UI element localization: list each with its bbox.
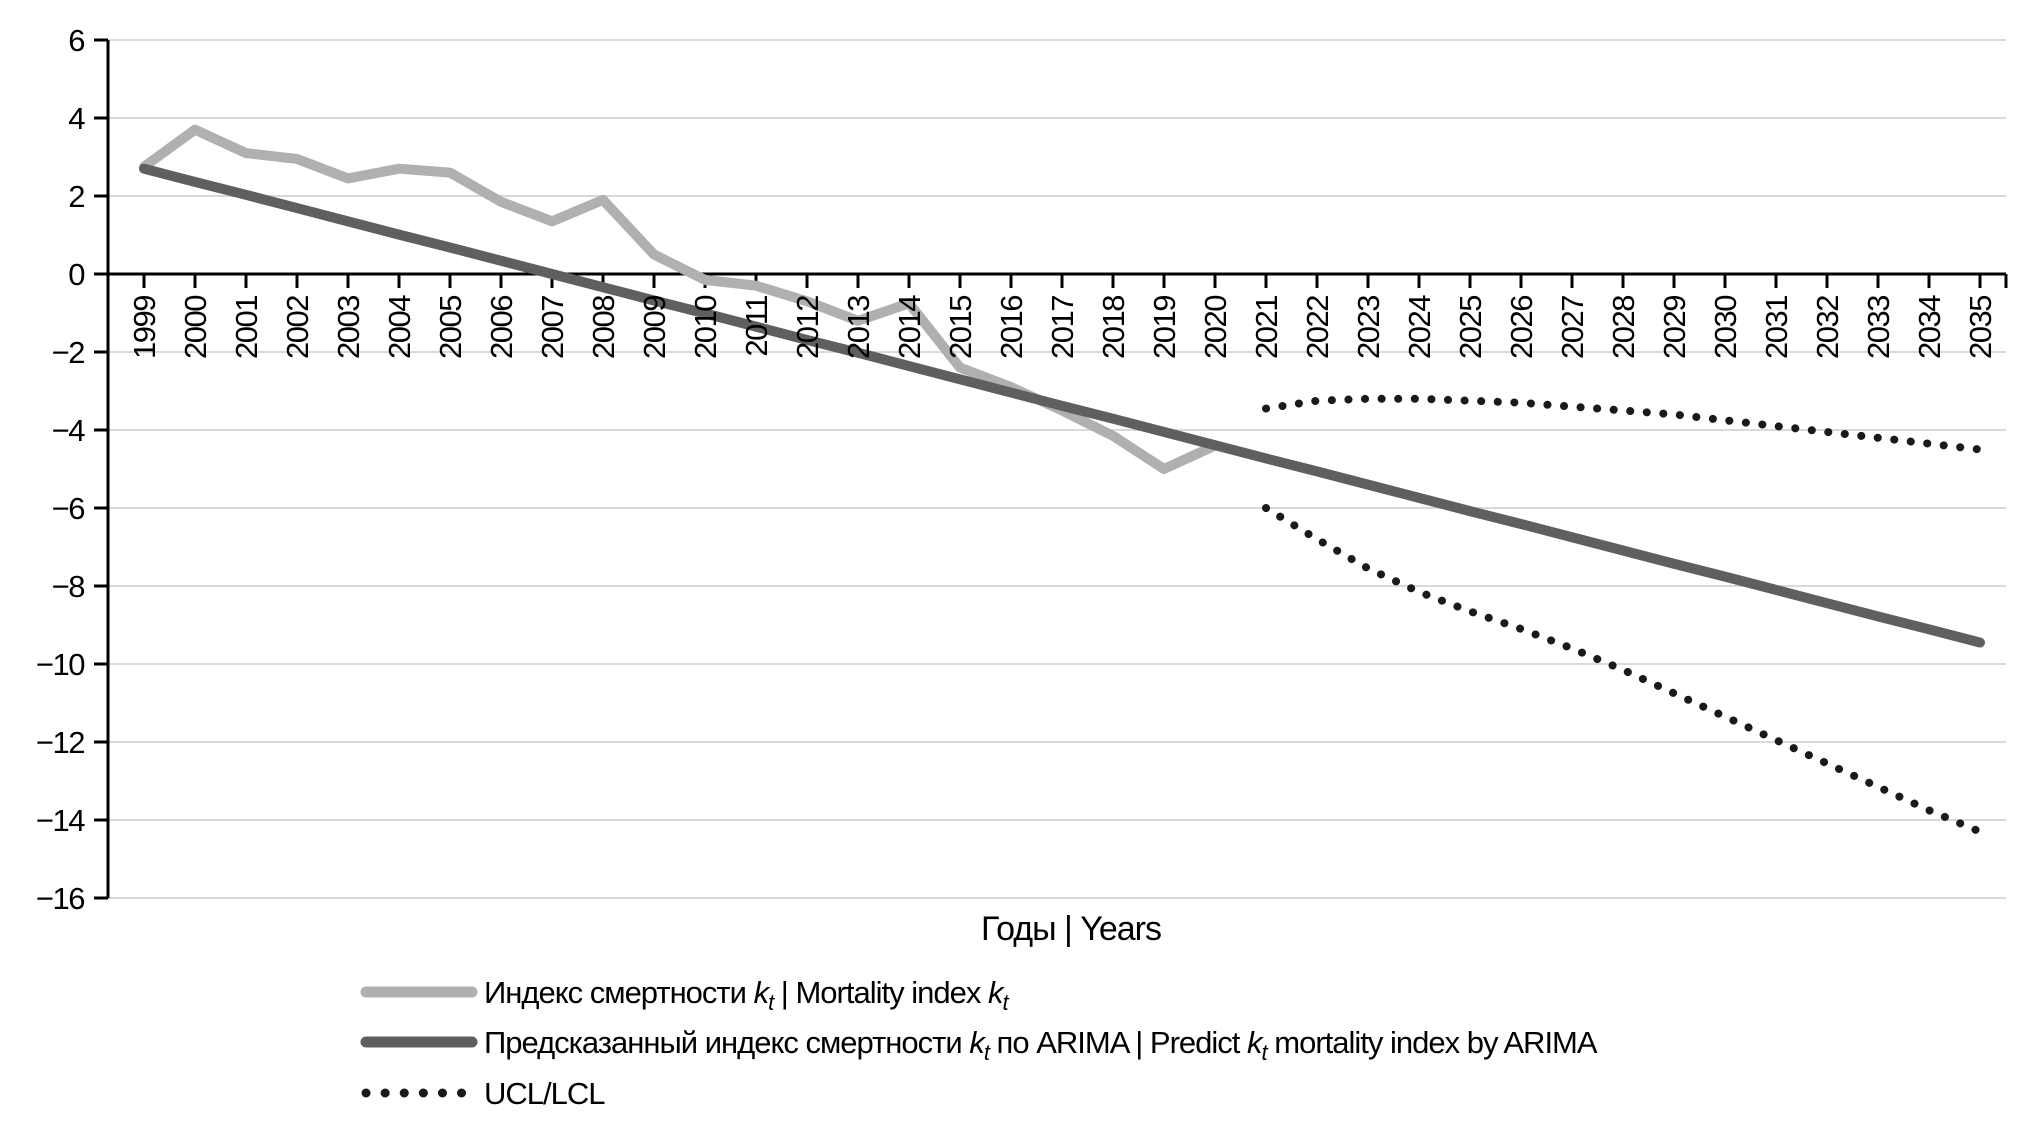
legend-label-2: UCL/LCL bbox=[484, 1076, 605, 1111]
x-axis-title: Годы | Years bbox=[981, 910, 1161, 948]
x-tick-label-2011: 2011 bbox=[739, 296, 774, 357]
legend: Индекс смертности kt | Mortality index k… bbox=[360, 975, 1599, 1111]
x-tick-label-2002: 2002 bbox=[280, 296, 315, 359]
x-tick-label-2012: 2012 bbox=[790, 296, 825, 359]
x-axis-labels: 1999 2000 2001 2002 2003 2004 2005 2006 2007 2008… bbox=[127, 295, 1998, 359]
x-tick-label-2003: 2003 bbox=[331, 296, 366, 359]
x-tick-label-2009: 2009 bbox=[637, 296, 672, 359]
x-tick-label-2034: 2034 bbox=[1912, 295, 1947, 359]
x-tick-label-2013: 2013 bbox=[841, 296, 876, 359]
x-tick-label-2035: 2035 bbox=[1963, 296, 1998, 359]
x-tick-label-2024: 2024 bbox=[1402, 295, 1437, 359]
y-tick-label-−14: −14 bbox=[36, 803, 85, 838]
x-tick-label-2022: 2022 bbox=[1300, 296, 1335, 359]
x-tick-label-2029: 2029 bbox=[1657, 296, 1692, 359]
x-tick-label-2000: 2000 bbox=[178, 295, 213, 359]
legend-label-1: Предсказанный индекс смертности kt по AR… bbox=[484, 1025, 1598, 1065]
y-tick-label-4: 4 bbox=[68, 101, 85, 136]
x-tick-label-2026: 2026 bbox=[1504, 296, 1539, 359]
x-tick-label-2027: 2027 bbox=[1555, 296, 1590, 359]
x-tick-label-2025: 2025 bbox=[1453, 296, 1488, 359]
y-tick-label-0: 0 bbox=[68, 257, 85, 292]
y-tick-label-−8: −8 bbox=[52, 569, 85, 604]
legend-item-2: UCL/LCL bbox=[361, 1076, 606, 1111]
x-tick-label-2017: 2017 bbox=[1045, 296, 1080, 359]
x-tick-label-2005: 2005 bbox=[433, 296, 468, 359]
series-ucl-line bbox=[1262, 394, 1984, 454]
y-tick-label-−2: −2 bbox=[52, 335, 85, 370]
legend-item-0: Индекс смертности kt | Mortality index k… bbox=[360, 975, 1010, 1015]
y-tick-label-−6: −6 bbox=[52, 491, 85, 526]
gridlines bbox=[108, 39, 2006, 899]
y-tick-label-−10: −10 bbox=[36, 647, 85, 682]
x-tick-label-1999: 1999 bbox=[127, 296, 162, 359]
x-tick-label-2001: 2001 bbox=[229, 296, 264, 359]
x-tick-label-2016: 2016 bbox=[994, 296, 1029, 359]
x-tick-label-2020: 2020 bbox=[1198, 295, 1233, 359]
x-tick-label-2021: 2021 bbox=[1249, 296, 1284, 359]
y-tick-label-−16: −16 bbox=[36, 881, 84, 916]
x-tick-label-2031: 2031 bbox=[1759, 296, 1794, 359]
x-tick-label-2018: 2018 bbox=[1096, 296, 1131, 359]
x-tick-label-2014: 2014 bbox=[892, 295, 927, 359]
y-tick-label-2: 2 bbox=[68, 179, 84, 214]
x-tick-label-2010: 2010 bbox=[688, 295, 723, 359]
x-tick-label-2030: 2030 bbox=[1708, 295, 1743, 359]
x-tick-label-2033: 2033 bbox=[1861, 296, 1896, 359]
x-tick-label-2006: 2006 bbox=[484, 296, 519, 359]
x-tick-label-2032: 2032 bbox=[1810, 296, 1845, 359]
x-tick-label-2015: 2015 bbox=[943, 296, 978, 359]
y-axis-labels: 6 4 2 0 −2 −4 −6 −8 −10 −12 −14 −16 bbox=[36, 23, 87, 916]
legend-item-1: Предсказанный индекс смертности kt по AR… bbox=[360, 1025, 1599, 1065]
y-tick-label-−12: −12 bbox=[36, 725, 84, 760]
x-tick-label-2023: 2023 bbox=[1351, 296, 1386, 359]
x-tick-label-2008: 2008 bbox=[586, 296, 621, 359]
y-tick-label-−4: −4 bbox=[52, 413, 86, 448]
x-tick-label-2007: 2007 bbox=[535, 296, 570, 359]
series-arima-prediction-line bbox=[139, 163, 1985, 648]
legend-label-0: Индекс смертности kt | Mortality index k… bbox=[484, 975, 1009, 1015]
y-tick-label-6: 6 bbox=[68, 23, 84, 58]
x-tick-label-2019: 2019 bbox=[1147, 296, 1182, 359]
x-tick-label-2028: 2028 bbox=[1606, 296, 1641, 359]
x-tick-label-2004: 2004 bbox=[382, 295, 417, 359]
series bbox=[139, 124, 1985, 836]
